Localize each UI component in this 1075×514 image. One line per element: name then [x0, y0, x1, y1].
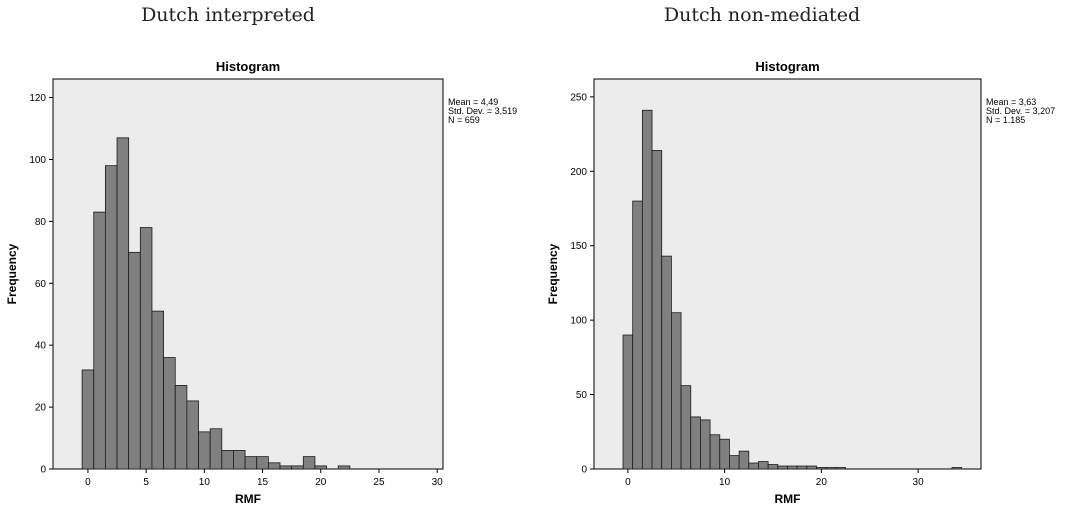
histogram-bar — [951, 467, 963, 470]
histogram-bar — [651, 150, 663, 470]
y-tick-label: 100 — [29, 155, 46, 166]
stats-line: Mean = 3,63 — [986, 97, 1036, 107]
histogram-bar — [128, 251, 141, 470]
histogram-bar — [690, 416, 701, 470]
histogram-bar — [777, 465, 788, 470]
histogram-bar — [81, 369, 95, 470]
histogram-2: 0 10 20 30 0 50 100 150 200 250 Histogram RMF Freque… — [546, 59, 1055, 506]
histogram-bar — [632, 200, 643, 470]
histogram-bar — [139, 227, 153, 470]
histogram-bar — [758, 461, 769, 470]
stats-line: N = 1.185 — [986, 115, 1025, 125]
histogram-bar — [198, 431, 211, 470]
histogram-bar — [93, 211, 106, 470]
histogram-bar — [641, 109, 653, 470]
histogram-bar — [825, 467, 837, 470]
y-tick-label: 150 — [570, 241, 587, 252]
stats-line: Mean = 4,49 — [448, 97, 498, 107]
chart-title: Histogram — [216, 59, 280, 74]
histogram-bar — [622, 334, 634, 470]
histogram-bar — [337, 465, 351, 470]
histogram-bar — [661, 255, 672, 470]
y-tick-label: 250 — [570, 92, 587, 103]
y-tick-label: 40 — [35, 341, 47, 352]
y-tick-label: 50 — [576, 390, 588, 401]
y-tick-label: 0 — [40, 465, 46, 476]
x-axis-title: RMF — [235, 492, 261, 506]
caption-dutch-interpreted: Dutch interpreted — [141, 4, 315, 26]
histogram-bar — [279, 465, 293, 470]
histogram-bar — [104, 165, 118, 470]
histogram-bar — [314, 465, 327, 470]
histogram-bar — [116, 137, 130, 470]
histogram-bar — [796, 465, 808, 470]
histogram-bar — [209, 428, 223, 470]
histogram-bar — [291, 465, 304, 470]
histogram-bar — [233, 450, 246, 470]
caption-dutch-non-mediated: Dutch non-mediated — [663, 4, 861, 26]
x-tick-label: 10 — [719, 477, 731, 488]
histogram-bar — [767, 464, 779, 470]
stats-line: Std. Dev. = 3,207 — [986, 106, 1055, 116]
x-tick-label: 15 — [257, 477, 269, 488]
histogram-bar — [806, 465, 817, 470]
histogram-bar — [816, 467, 827, 470]
x-tick-label: 0 — [85, 477, 91, 488]
y-tick-label: 60 — [35, 279, 47, 290]
x-tick-label: 0 — [625, 477, 631, 488]
histogram-bar — [256, 456, 269, 470]
y-tick-label: 100 — [570, 316, 587, 327]
histogram-bar — [719, 438, 730, 470]
stats-line: N = 659 — [448, 115, 480, 125]
histogram-bar — [700, 419, 711, 470]
histogram-bar — [729, 455, 740, 470]
histogram-bar — [302, 456, 316, 470]
histogram-bar — [186, 400, 199, 470]
x-tick-label: 30 — [432, 477, 444, 488]
histogram-bar — [671, 312, 682, 470]
x-tick-label: 5 — [143, 477, 149, 488]
chart-title: Histogram — [755, 59, 819, 74]
x-tick-label: 20 — [816, 477, 828, 488]
y-tick-label: 80 — [35, 217, 47, 228]
histogram-bar — [163, 357, 176, 470]
histogram-bar — [174, 385, 188, 470]
y-tick-label: 200 — [570, 167, 587, 178]
histogram-bar — [221, 450, 234, 470]
histogram-bar — [835, 467, 846, 470]
y-tick-label: 20 — [35, 403, 47, 414]
x-axis-title: RMF — [775, 492, 801, 506]
histogram-bar — [244, 456, 258, 470]
histogram-bar — [151, 310, 164, 470]
y-tick-label: 120 — [29, 93, 46, 104]
y-axis-title: Frequency — [5, 243, 19, 304]
stats-line: Std. Dev. = 3,519 — [448, 106, 517, 116]
histogram-bar — [680, 385, 692, 470]
histogram-bar — [748, 462, 759, 470]
x-tick-label: 10 — [199, 477, 211, 488]
histogram-bar — [738, 450, 750, 470]
histogram-bar — [787, 465, 798, 470]
histogram-1: 0 5 10 15 20 25 30 0 20 40 60 80 100 120 Histogram RMF F… — [5, 59, 517, 506]
x-tick-label: 25 — [373, 477, 385, 488]
y-axis-title: Frequency — [546, 243, 560, 304]
x-tick-label: 30 — [913, 477, 925, 488]
histogram-bar — [267, 462, 281, 470]
y-tick-label: 0 — [581, 465, 587, 476]
x-tick-label: 20 — [315, 477, 327, 488]
histogram-bar — [709, 434, 721, 470]
